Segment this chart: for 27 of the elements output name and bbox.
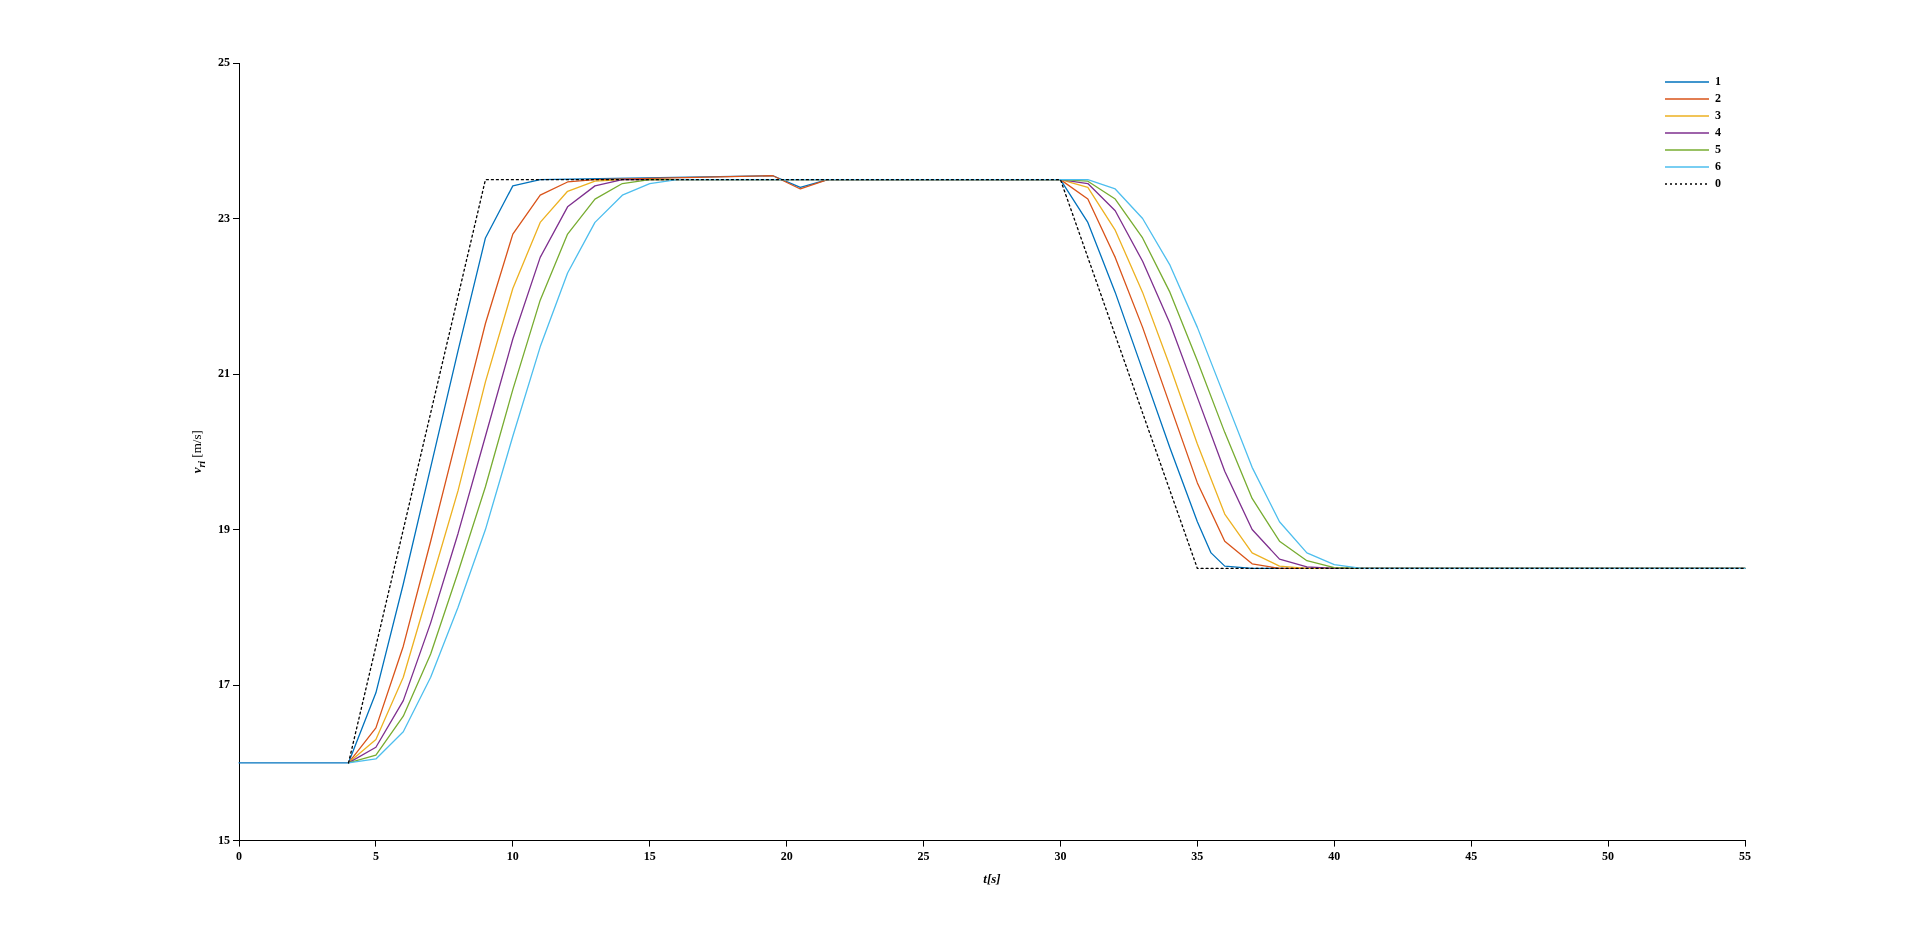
legend-label: 1 xyxy=(1715,73,1721,90)
y-tick-label: 15 xyxy=(218,832,230,847)
legend-label: 3 xyxy=(1715,107,1721,124)
y-tick-label: 19 xyxy=(218,521,230,536)
x-tick-label: 25 xyxy=(917,848,930,863)
legend-label: 5 xyxy=(1715,141,1721,158)
legend-label: 6 xyxy=(1715,158,1721,175)
x-tick-label: 40 xyxy=(1328,848,1341,863)
legend-label: 0 xyxy=(1715,175,1721,192)
x-tick-label: 15 xyxy=(643,848,656,863)
x-axis-title: t[s] xyxy=(983,870,1001,886)
x-tick-label: 50 xyxy=(1602,848,1615,863)
y-tick-label: 23 xyxy=(218,210,230,225)
x-tick-label: 30 xyxy=(1054,848,1067,863)
legend-label: 4 xyxy=(1715,124,1721,141)
x-tick-label: 45 xyxy=(1465,848,1478,863)
y-axis-title: vri [m/s] xyxy=(189,430,207,474)
y-tick-label: 25 xyxy=(218,55,230,70)
legend-label: 2 xyxy=(1715,90,1721,107)
x-tick-label: 10 xyxy=(506,848,519,863)
y-tick-label: 21 xyxy=(218,366,230,381)
x-tick-label: 35 xyxy=(1191,848,1204,863)
x-tick-label: 0 xyxy=(236,848,242,863)
x-tick-label: 20 xyxy=(780,848,793,863)
x-tick-label: 5 xyxy=(372,848,379,863)
x-tick-label: 55 xyxy=(1739,848,1751,863)
y-tick-label: 17 xyxy=(218,677,230,692)
